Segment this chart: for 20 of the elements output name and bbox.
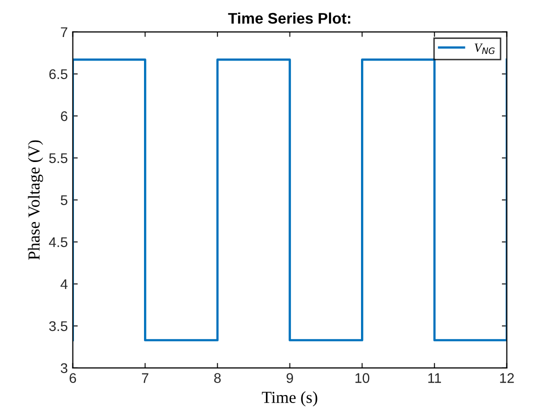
y-tick-label: 3.5 bbox=[49, 321, 68, 332]
legend-label: V$_{NG}$ bbox=[474, 44, 495, 54]
y-tick-label: 6 bbox=[60, 111, 68, 122]
y-tick-label: 4.5 bbox=[48, 237, 68, 248]
chart-title: Time Series Plot: bbox=[228, 12, 350, 24]
x-axis-title: Time (s) bbox=[262, 391, 318, 406]
y-axis-title: Phase Voltage (V) bbox=[28, 140, 44, 260]
y-tick-label: 7 bbox=[60, 27, 68, 37]
x-tick-label: 9 bbox=[286, 373, 294, 383]
x-tick-label: 8 bbox=[214, 373, 221, 383]
y-tick-label: 3 bbox=[60, 363, 68, 374]
y-tick-label: 4 bbox=[60, 279, 68, 289]
y-tick-label: 5.5 bbox=[49, 153, 68, 164]
x-tick-label: 6 bbox=[70, 373, 76, 383]
x-tick-label: 12 bbox=[500, 373, 514, 383]
x-tick-label: 10 bbox=[355, 373, 370, 383]
y-tick-label: 5 bbox=[60, 195, 68, 206]
x-tick-label: 7 bbox=[142, 373, 148, 383]
y-tick-label: 6.5 bbox=[49, 69, 68, 80]
x-tick-label: 11 bbox=[428, 373, 441, 383]
